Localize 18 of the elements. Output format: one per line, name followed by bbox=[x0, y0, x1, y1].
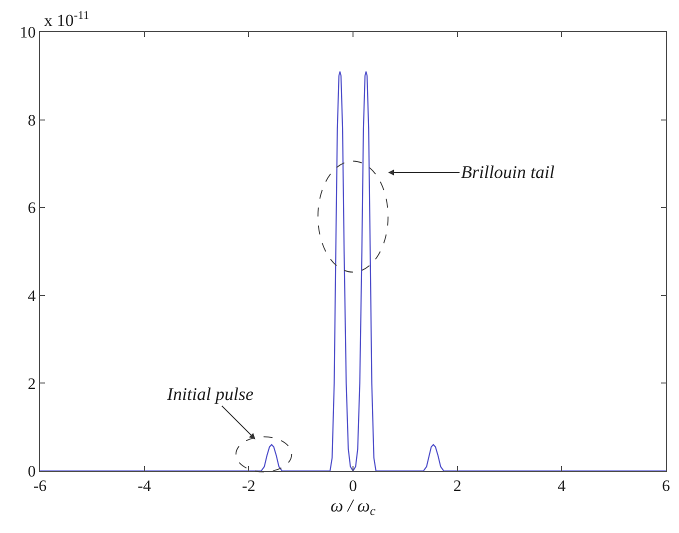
y-tick-label: 2 bbox=[28, 376, 36, 393]
x-tick-label: -4 bbox=[138, 478, 151, 496]
x-tick-label: 0 bbox=[349, 478, 357, 496]
y-tick-label: 4 bbox=[28, 288, 36, 305]
x-tick-label: 6 bbox=[662, 478, 670, 496]
annotation: Brillouin tail bbox=[461, 162, 555, 182]
y-tick-label: 8 bbox=[28, 112, 36, 130]
x-tick-label: -2 bbox=[242, 478, 256, 496]
y-tick-label: 6 bbox=[28, 200, 36, 218]
x-tick-label: 2 bbox=[453, 478, 462, 496]
x-axis-title: ω / ω$_{c}$ bbox=[330, 495, 376, 518]
x-tick-label: -6 bbox=[33, 478, 47, 496]
x-tick-label: 4 bbox=[558, 478, 566, 496]
y-tick-label: 10 bbox=[20, 24, 36, 42]
line-series bbox=[40, 70, 666, 471]
annotation: Initial pulse bbox=[166, 384, 254, 404]
y-tick-label: 0 bbox=[28, 464, 36, 481]
y-axis-title: x 10$^{-11}$ bbox=[44, 8, 90, 30]
